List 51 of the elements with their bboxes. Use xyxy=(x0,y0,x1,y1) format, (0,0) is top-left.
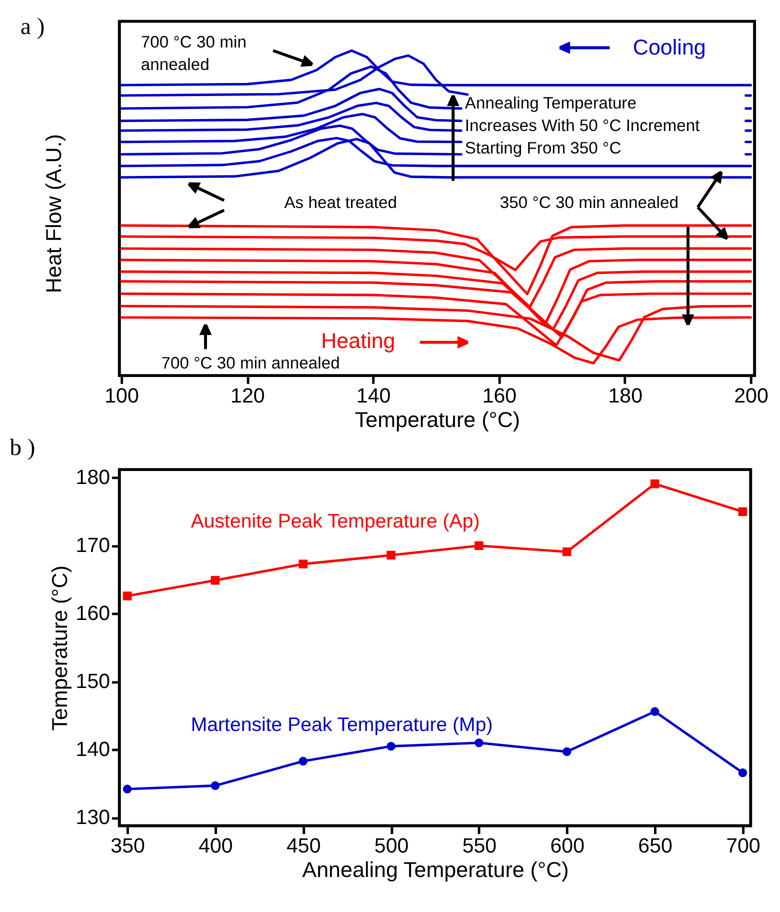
point xyxy=(650,479,660,488)
point xyxy=(562,547,572,556)
annotation: Heating xyxy=(321,329,396,354)
x-axis-title: Temperature (°C) xyxy=(354,408,520,432)
point xyxy=(562,747,572,756)
x-tick-label: 140 xyxy=(356,384,391,408)
annotation: 700 °C 30 min annealed xyxy=(161,354,340,373)
point xyxy=(298,756,308,766)
point xyxy=(474,541,484,550)
point xyxy=(298,560,308,568)
x-axis-title: Annealing Temperature (°C) xyxy=(302,858,569,882)
annotation: 350 °C 30 min annealed xyxy=(500,193,678,212)
point xyxy=(738,768,748,778)
y-tick-label: 160 xyxy=(76,602,110,626)
y-axis-title: Heat Flow (A.U.) xyxy=(42,134,66,294)
x-tick-label: 180 xyxy=(608,384,643,408)
x-tick-label: 550 xyxy=(462,834,497,858)
annotation: 700 °C 30 min annealed xyxy=(140,32,246,74)
point xyxy=(386,742,396,751)
annotation: Annealing Temperature Increases With 50 °C Increment Starting From 350 °C xyxy=(464,93,700,158)
chart-title: a ) xyxy=(20,14,45,40)
point xyxy=(474,738,484,748)
annotation: Cooling xyxy=(632,36,706,60)
y-tick-label: 170 xyxy=(76,534,110,558)
y-tick-label: 150 xyxy=(76,670,110,693)
x-tick-label: 160 xyxy=(482,384,517,408)
x-tick-label: 450 xyxy=(286,834,321,858)
point xyxy=(738,507,748,516)
series-label: Martensite Peak Temperature (Mp) xyxy=(190,714,493,736)
point xyxy=(122,592,132,600)
x-tick-label: 350 xyxy=(110,834,145,858)
x-tick-label: 700 xyxy=(726,834,760,858)
x-tick-label: 600 xyxy=(550,834,585,858)
x-tick-label: 120 xyxy=(230,384,265,408)
annotation: As heat treated xyxy=(284,193,397,212)
x-tick-label: 400 xyxy=(198,834,233,858)
x-tick-label: 500 xyxy=(374,834,409,858)
point xyxy=(386,550,396,560)
point xyxy=(210,781,220,790)
point xyxy=(650,707,660,716)
x-tick-label: 100 xyxy=(104,384,139,408)
x-tick-label: 650 xyxy=(638,834,672,858)
point xyxy=(210,576,220,585)
series-label: Austenite Peak Temperature (Ap) xyxy=(190,510,480,532)
chart-title: b ) xyxy=(10,434,36,461)
y-tick-label: 140 xyxy=(76,738,110,761)
point xyxy=(122,784,132,794)
x-tick-label: 200 xyxy=(734,384,768,408)
y-tick-label: 180 xyxy=(76,466,110,490)
y-axis-title: Temperature (°C) xyxy=(48,566,72,731)
y-tick-label: 130 xyxy=(76,806,110,829)
